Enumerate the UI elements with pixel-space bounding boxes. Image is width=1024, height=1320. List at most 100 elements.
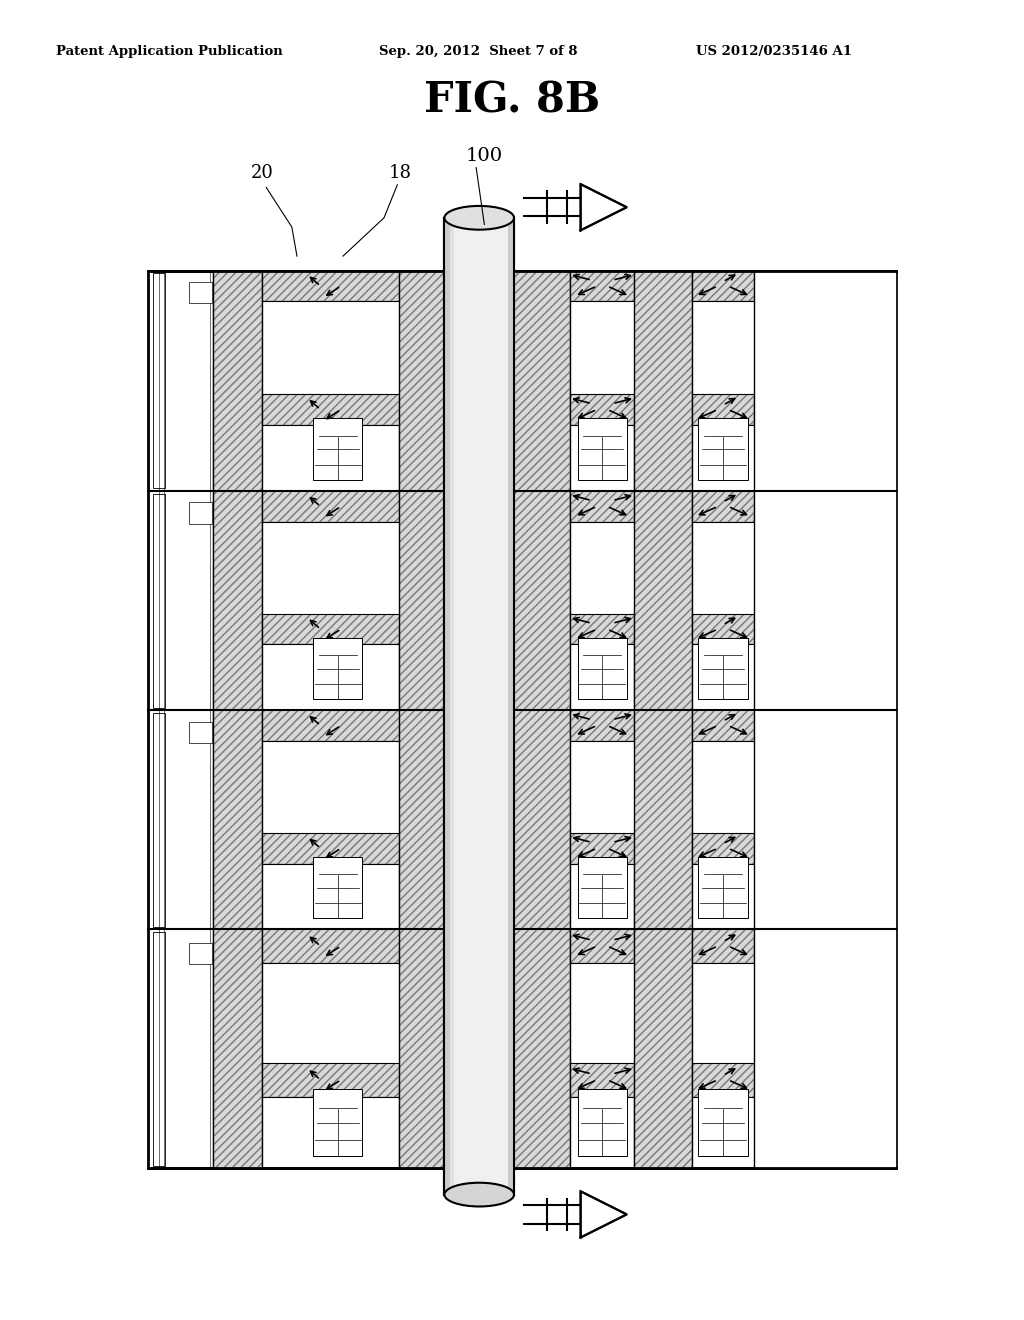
Bar [692,395,754,425]
Bar [262,833,399,863]
Bar [692,301,754,395]
Bar [570,521,634,614]
Bar [399,491,444,710]
Text: Patent Application Publication: Patent Application Publication [56,45,283,58]
Bar [444,218,514,1195]
Bar [399,271,444,491]
Bar [634,271,692,491]
Bar [570,521,634,614]
Bar [698,1089,748,1156]
Text: 100: 100 [466,147,503,165]
Bar [514,271,570,491]
Bar [570,710,634,741]
Bar [313,1089,362,1156]
Bar [148,271,896,1168]
Bar [692,741,754,833]
Bar [634,491,692,710]
Bar [444,218,514,1195]
Bar [262,1063,399,1097]
Bar [692,271,754,301]
Bar [692,491,754,521]
Bar [570,833,634,863]
Bar [262,741,399,833]
Text: FIG. 8B: FIG. 8B [424,79,600,121]
Bar [213,491,262,710]
Bar [313,418,362,480]
Text: 18: 18 [389,164,412,182]
Bar [578,638,627,700]
Bar [153,273,165,488]
Bar [570,962,634,1063]
Bar [189,282,212,304]
Text: 20: 20 [251,164,273,182]
Bar [262,301,399,395]
Bar [514,710,570,929]
Bar [692,614,754,644]
Bar [313,857,362,919]
Bar [262,301,399,395]
Bar [313,638,362,700]
Bar [262,614,399,644]
Bar [262,271,399,301]
Bar [399,710,444,929]
Bar [570,614,634,644]
Bar [692,929,754,962]
Bar [754,929,896,1168]
Bar [754,271,896,491]
Bar [692,710,754,741]
Bar [153,713,165,927]
Bar [213,710,262,929]
Bar [262,962,399,1063]
Bar [262,741,399,833]
Bar [754,710,896,929]
Bar [570,1063,634,1097]
Bar [698,638,748,700]
Bar [514,929,570,1168]
Bar [570,491,634,521]
Bar [570,741,634,833]
Bar [262,929,399,962]
Bar [692,962,754,1063]
Bar [262,521,399,614]
Bar [262,491,399,521]
Bar [213,929,262,1168]
Bar [189,503,212,524]
Bar [570,301,634,395]
Bar [189,942,212,964]
Bar [444,218,450,1195]
Bar [262,395,399,425]
Bar [213,271,262,491]
Bar [634,929,692,1168]
Bar [698,857,748,919]
Bar [570,301,634,395]
Bar [570,271,634,301]
Ellipse shape [444,206,514,230]
Ellipse shape [444,1183,514,1206]
Text: US 2012/0235146 A1: US 2012/0235146 A1 [696,45,852,58]
Bar [399,929,444,1168]
Bar [514,491,570,710]
Text: Sep. 20, 2012  Sheet 7 of 8: Sep. 20, 2012 Sheet 7 of 8 [379,45,578,58]
Polygon shape [581,185,627,230]
Bar [189,722,212,743]
Bar [754,491,896,710]
Bar [692,301,754,395]
Bar [153,932,165,1166]
Bar [570,929,634,962]
Bar [262,962,399,1063]
Bar [698,418,748,480]
Bar [570,741,634,833]
Bar [692,521,754,614]
Bar [634,710,692,929]
Bar [692,833,754,863]
Bar [570,395,634,425]
Bar [509,218,514,1195]
Bar [570,962,634,1063]
Bar [692,1063,754,1097]
Bar [450,218,455,1195]
Bar [578,1089,627,1156]
Bar [262,710,399,741]
Polygon shape [581,1191,627,1238]
Bar [692,962,754,1063]
Bar [692,741,754,833]
